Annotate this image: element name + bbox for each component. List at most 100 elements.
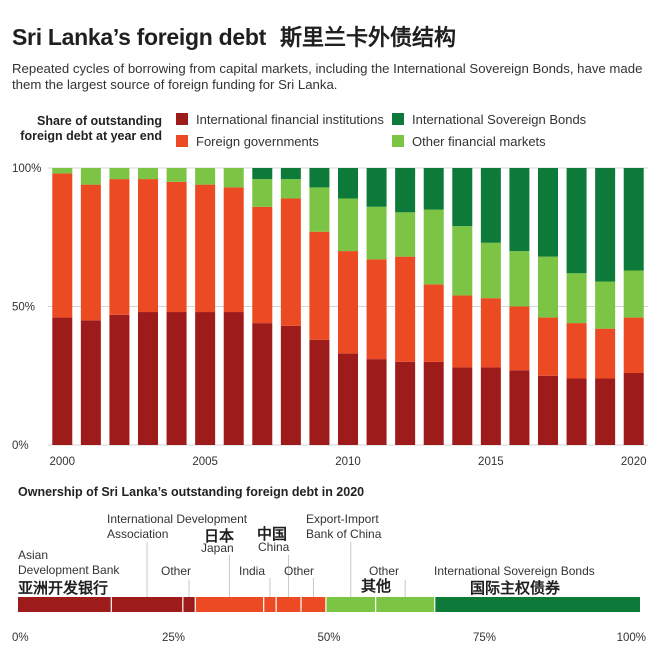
x-tick-label: 2015 bbox=[478, 456, 504, 468]
bar-segment-2002-ifi bbox=[109, 314, 130, 445]
bar-segment-2018-other_fm bbox=[566, 273, 587, 324]
bar-segment-2015-ifi bbox=[480, 367, 501, 445]
bar-segment-2009-isb bbox=[309, 168, 330, 188]
bar-segment-2003-ifi bbox=[138, 312, 158, 445]
bar-segment-2016-isb bbox=[509, 168, 530, 252]
label-india: India bbox=[239, 564, 265, 578]
label-ida-1: International Development bbox=[107, 512, 248, 526]
label-ida-2: Association bbox=[107, 527, 168, 541]
top-chart-title: Share of outstanding foreign debt at yea… bbox=[20, 114, 162, 143]
bar-segment-2003-other_fm bbox=[138, 168, 158, 180]
label-isb: International Sovereign Bonds bbox=[434, 564, 595, 578]
bar-segment-2014-isb bbox=[452, 168, 473, 227]
x-tick-label: 2005 bbox=[192, 456, 218, 468]
bar-segment-2002-foreign_gov bbox=[109, 179, 130, 315]
label-exim-2: Bank of China bbox=[306, 527, 382, 541]
bar-segment-2015-isb bbox=[480, 168, 501, 243]
title-row: Sri Lanka’s foreign debt 斯里兰卡外债结构 bbox=[12, 20, 456, 52]
ownership-segment-8 bbox=[375, 597, 435, 612]
bar-segment-2014-ifi bbox=[452, 367, 473, 445]
bar-segment-2011-isb bbox=[366, 168, 387, 207]
bar-segment-2016-other_fm bbox=[509, 251, 530, 307]
bar-segment-2007-foreign_gov bbox=[252, 206, 273, 324]
bar-segment-2004-foreign_gov bbox=[166, 181, 187, 313]
bar-segment-2020-foreign_gov bbox=[623, 317, 644, 373]
bar-segment-2011-ifi bbox=[366, 359, 387, 445]
bar-segment-2018-isb bbox=[566, 168, 587, 274]
label-exim-1: Export-Import bbox=[306, 512, 379, 526]
bar-segment-2006-other_fm bbox=[223, 168, 244, 188]
bar-segment-2012-isb bbox=[395, 168, 416, 213]
legend-item-ifi: International financial institutions bbox=[176, 112, 384, 127]
bar-segment-2007-other_fm bbox=[252, 179, 273, 207]
label-other-ifi: Other bbox=[161, 564, 191, 578]
bar-segment-2020-isb bbox=[623, 168, 644, 271]
ownership-segment-4 bbox=[263, 597, 277, 612]
chart-subtitle: Repeated cycles of borrowing from capita… bbox=[12, 61, 643, 92]
ownership-x-tick-label: 25% bbox=[162, 632, 185, 644]
label-adb-1: Asian bbox=[18, 548, 48, 562]
ownership-x-tick-label: 50% bbox=[317, 632, 340, 644]
bar-segment-2008-other_fm bbox=[280, 179, 301, 199]
label-other-fm: Other bbox=[369, 564, 399, 578]
bar-segment-2010-isb bbox=[338, 168, 358, 199]
ownership-x-tick-label: 75% bbox=[473, 632, 496, 644]
label-adb-2: Development Bank bbox=[18, 563, 120, 577]
ownership-segment-1 bbox=[111, 597, 183, 612]
legend-item-other-fm: Other financial markets bbox=[392, 134, 546, 149]
bar-segment-2004-ifi bbox=[166, 312, 187, 445]
chart-title-zh: 斯里兰卡外债结构 bbox=[279, 26, 456, 51]
bar-segment-2018-ifi bbox=[566, 378, 587, 445]
ownership-segment-9 bbox=[434, 597, 640, 612]
label-other-fm-zh: 其他 bbox=[361, 577, 391, 595]
bar-segment-2020-other_fm bbox=[623, 270, 644, 318]
bar-segment-2000-foreign_gov bbox=[52, 173, 73, 318]
bar-segment-2017-ifi bbox=[538, 375, 558, 445]
bar-segment-2019-ifi bbox=[595, 378, 616, 445]
x-tick-label: 2010 bbox=[335, 456, 361, 468]
bar-segment-2002-other_fm bbox=[109, 168, 130, 180]
bar-segment-2006-foreign_gov bbox=[223, 187, 244, 313]
bar-segment-2010-other_fm bbox=[338, 198, 358, 252]
label-adb-zh: 亚洲开发银行 bbox=[18, 579, 108, 597]
bar-segment-2009-other_fm bbox=[309, 187, 330, 232]
bar-segment-2014-foreign_gov bbox=[452, 295, 473, 368]
bar-segment-2000-ifi bbox=[52, 317, 73, 445]
legend-swatch-isb bbox=[392, 113, 404, 125]
legend-swatch-foreign-gov bbox=[176, 135, 188, 147]
bar-segment-2017-isb bbox=[538, 168, 558, 257]
bar-segment-2017-other_fm bbox=[538, 256, 558, 318]
label-japan-zh: 日本 bbox=[204, 527, 234, 545]
x-tick-label: 2020 bbox=[621, 456, 647, 468]
bar-segment-2018-foreign_gov bbox=[566, 323, 587, 379]
bar-segment-2001-foreign_gov bbox=[80, 184, 101, 321]
bar-segment-2004-other_fm bbox=[166, 168, 187, 182]
bar-segment-2007-isb bbox=[252, 168, 273, 180]
bar-segment-2019-other_fm bbox=[595, 281, 616, 329]
bar-segment-2011-foreign_gov bbox=[366, 259, 387, 360]
bar-segment-2009-foreign_gov bbox=[309, 231, 330, 340]
ownership-segment-2 bbox=[182, 597, 196, 612]
bar-segment-2019-foreign_gov bbox=[595, 328, 616, 379]
label-isb-zh: 国际主权债券 bbox=[470, 579, 561, 597]
bar-segment-2000-other_fm bbox=[52, 168, 73, 174]
legend-swatch-ifi bbox=[176, 113, 188, 125]
bar-segment-2010-foreign_gov bbox=[338, 251, 358, 354]
bar-segment-2014-other_fm bbox=[452, 226, 473, 296]
legend-label-other-fm: Other financial markets bbox=[412, 134, 546, 149]
legend-label-ifi: International financial institutions bbox=[196, 112, 384, 127]
legend-item-isb: International Sovereign Bonds bbox=[392, 112, 586, 127]
ownership-segment-6 bbox=[301, 597, 326, 612]
bar-segment-2012-ifi bbox=[395, 361, 416, 445]
bar-segment-2005-ifi bbox=[195, 312, 216, 445]
legend-label-isb: International Sovereign Bonds bbox=[412, 112, 587, 127]
bar-segment-2008-foreign_gov bbox=[280, 198, 301, 326]
bar-segment-2015-other_fm bbox=[480, 242, 501, 299]
ownership-x-tick-label: 0% bbox=[12, 632, 29, 644]
x-tick-label: 2000 bbox=[49, 456, 75, 468]
ownership-segment-0 bbox=[18, 597, 112, 612]
legend-swatch-other-fm bbox=[392, 135, 404, 147]
bar-segment-2013-other_fm bbox=[423, 209, 444, 285]
bar-segment-2011-other_fm bbox=[366, 206, 387, 260]
